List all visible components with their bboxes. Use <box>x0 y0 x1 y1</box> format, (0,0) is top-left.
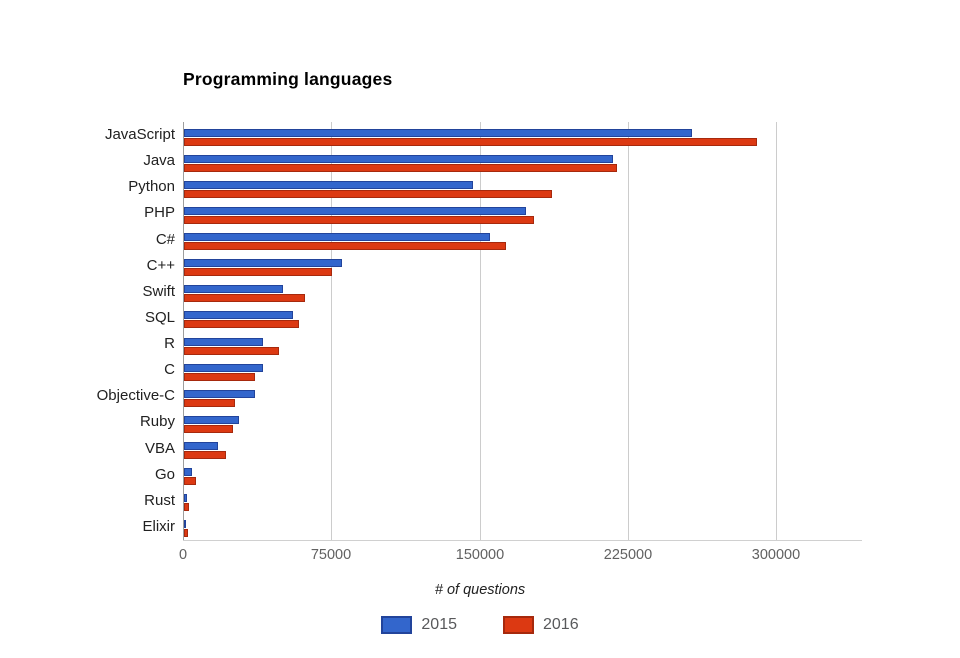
y-axis-category-label: C++ <box>146 257 175 274</box>
bar-2015-python <box>184 181 473 189</box>
chart-title: Programming languages <box>183 69 393 89</box>
bar-2015-go <box>184 468 192 476</box>
bar-2016-javascript <box>184 138 757 146</box>
bar-2016-ruby <box>184 425 233 433</box>
bar-2016-c- <box>184 268 332 276</box>
bar-2015-java <box>184 155 613 163</box>
bar-2016-swift <box>184 294 305 302</box>
y-axis-category-label: JavaScript <box>104 126 175 143</box>
bar-2016-r <box>184 347 279 355</box>
bar-2016-go <box>184 477 196 485</box>
bar-2016-c- <box>184 242 506 250</box>
legend-item-2015: 2015 <box>381 616 457 634</box>
bar-2016-php <box>184 216 534 224</box>
gridline-150000 <box>480 122 481 540</box>
legend-swatch-2015 <box>381 616 413 634</box>
bar-2015-php <box>184 207 526 215</box>
bar-2015-elixir <box>184 520 186 528</box>
y-axis-category-label: C <box>164 361 175 378</box>
bar-2016-sql <box>184 320 299 328</box>
bar-2016-rust <box>184 503 189 511</box>
y-axis-category-label: R <box>164 335 175 352</box>
bar-2015-javascript <box>184 129 692 137</box>
legend-item-2016: 2016 <box>503 616 579 634</box>
legend-swatch-2016 <box>503 616 534 634</box>
y-axis-category-label: VBA <box>144 440 175 457</box>
y-axis-category-label: Elixir <box>142 518 176 535</box>
bar-2016-elixir <box>184 529 188 537</box>
x-axis-line <box>183 540 862 541</box>
y-axis-category-label: Go <box>154 466 175 483</box>
x-axis-tick-label: 75000 <box>310 547 352 563</box>
y-axis-category-label: PHP <box>144 204 175 221</box>
y-axis-category-label: SQL <box>144 309 175 326</box>
legend: 2015 2016 <box>183 616 777 634</box>
bar-2016-python <box>184 190 552 198</box>
y-axis-category-label: Java <box>143 152 175 169</box>
bar-2015-ruby <box>184 416 239 424</box>
y-axis-category-label: Ruby <box>139 413 175 430</box>
bar-2015-c- <box>184 259 342 267</box>
bar-2015-c- <box>184 233 490 241</box>
x-axis-tick-label: 225000 <box>603 547 653 563</box>
legend-label-2015: 2015 <box>421 616 457 633</box>
bar-2015-sql <box>184 311 293 319</box>
bar-2015-c <box>184 364 263 372</box>
gridline-75000 <box>331 122 332 540</box>
gridline-300000 <box>776 122 777 540</box>
x-axis-tick-label: 300000 <box>751 547 801 563</box>
bar-2015-vba <box>184 442 218 450</box>
y-axis-category-label: Objective-C <box>96 387 175 404</box>
y-axis-category-label: Swift <box>142 283 175 300</box>
y-axis-category-label: C# <box>155 231 175 248</box>
bar-2016-java <box>184 164 617 172</box>
bar-2015-rust <box>184 494 187 502</box>
x-axis-tick-label: 0 <box>178 547 188 563</box>
legend-label-2016: 2016 <box>543 616 579 633</box>
x-axis-title: # of questions <box>434 582 526 598</box>
bar-2015-objective-c <box>184 390 255 398</box>
y-axis-category-label: Python <box>128 178 175 195</box>
bar-2016-vba <box>184 451 226 459</box>
gridline-225000 <box>628 122 629 540</box>
bar-2015-r <box>184 338 263 346</box>
x-axis-tick-label: 150000 <box>455 547 505 563</box>
bar-2016-objective-c <box>184 399 235 407</box>
bar-2016-c <box>184 373 255 381</box>
y-axis-category-label: Rust <box>144 492 175 509</box>
y-axis-line <box>183 122 184 540</box>
bar-2015-swift <box>184 285 283 293</box>
